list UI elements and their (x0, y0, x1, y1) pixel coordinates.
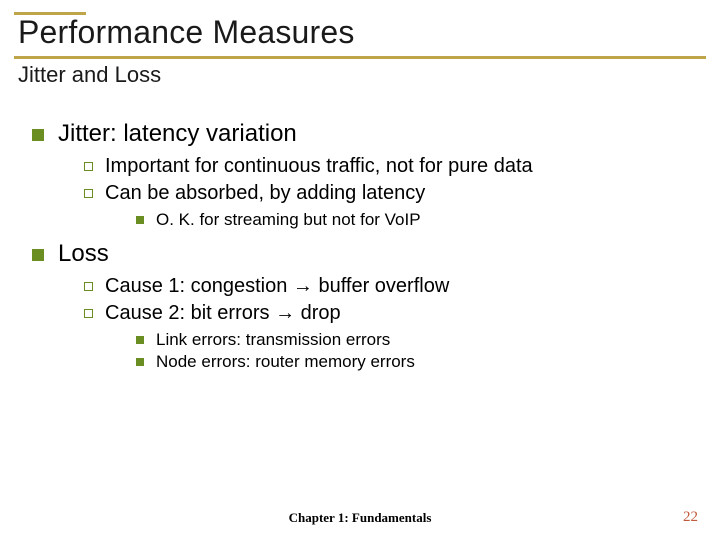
loss-sub2-text: Cause 2: bit errors → drop (105, 301, 341, 326)
jitter-sub2-text: Can be absorbed, by adding latency (105, 181, 425, 206)
page-number: 22 (683, 509, 698, 526)
list-item: Link errors: transmission errors (136, 330, 692, 350)
jitter-subitems: Important for continuous traffic, not fo… (84, 154, 692, 230)
loss-subitems: Cause 1: congestion → buffer overflow Ca… (84, 274, 692, 372)
jitter-sub1-text: Important for continuous traffic, not fo… (105, 154, 533, 179)
jitter-sub2-detail1-text: O. K. for streaming but not for VoIP (156, 210, 421, 230)
square-bullet-icon (32, 129, 44, 141)
bullet-jitter: Jitter: latency variation (32, 120, 692, 148)
list-item: Node errors: router memory errors (136, 352, 692, 372)
list-item: Can be absorbed, by adding latency (84, 181, 692, 206)
list-item: Important for continuous traffic, not fo… (84, 154, 692, 179)
list-item: O. K. for streaming but not for VoIP (136, 210, 692, 230)
footer-text: Chapter 1: Fundamentals (0, 510, 720, 526)
small-square-icon (136, 216, 144, 224)
loss-sub2-detail1-text: Link errors: transmission errors (156, 330, 390, 350)
bullet-loss-text: Loss (58, 240, 109, 268)
slide: Performance Measures Jitter and Loss Jit… (0, 0, 720, 540)
jitter-sub2-details: O. K. for streaming but not for VoIP (136, 210, 692, 230)
list-item: Cause 2: bit errors → drop (84, 301, 692, 326)
hollow-square-icon (84, 309, 93, 318)
title-rule-bottom (14, 56, 706, 59)
loss-sub2-details: Link errors: transmission errors Node er… (136, 330, 692, 372)
list-item: Cause 1: congestion → buffer overflow (84, 274, 692, 299)
slide-body: Jitter: latency variation Important for … (32, 116, 692, 382)
loss-sub2-detail2-text: Node errors: router memory errors (156, 352, 415, 372)
slide-title: Performance Measures (18, 14, 355, 51)
small-square-icon (136, 358, 144, 366)
bullet-jitter-text: Jitter: latency variation (58, 120, 297, 148)
bullet-loss: Loss (32, 240, 692, 268)
small-square-icon (136, 336, 144, 344)
loss-sub1-text: Cause 1: congestion → buffer overflow (105, 274, 449, 299)
slide-subtitle: Jitter and Loss (18, 62, 161, 88)
hollow-square-icon (84, 282, 93, 291)
hollow-square-icon (84, 162, 93, 171)
square-bullet-icon (32, 249, 44, 261)
hollow-square-icon (84, 189, 93, 198)
